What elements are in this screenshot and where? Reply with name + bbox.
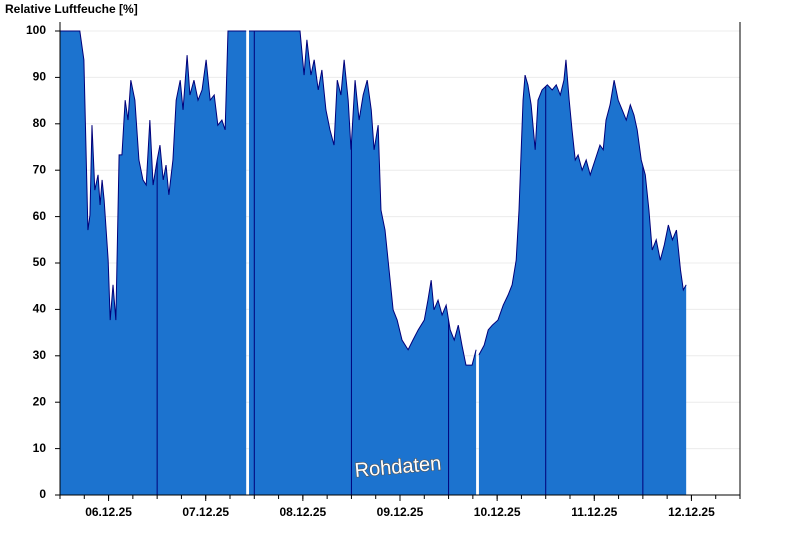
y-tick-label: 70 xyxy=(33,162,47,176)
y-tick-label: 30 xyxy=(33,348,47,362)
y-tick-label: 10 xyxy=(33,441,47,455)
x-tick-label: 08.12.25 xyxy=(279,505,326,519)
y-tick-label: 60 xyxy=(33,209,47,223)
y-tick-label: 20 xyxy=(33,394,47,408)
x-tick-label: 12.12.25 xyxy=(668,505,715,519)
y-tick-label: 90 xyxy=(33,70,47,84)
y-tick-label: 50 xyxy=(33,255,47,269)
x-tick-label: 06.12.25 xyxy=(85,505,132,519)
y-tick-label: 100 xyxy=(26,23,46,37)
chart-title: Relative Luftfeuche [%] xyxy=(5,2,138,16)
x-tick-label: 10.12.25 xyxy=(474,505,521,519)
x-tick-label: 11.12.25 xyxy=(571,505,617,519)
y-tick-label: 80 xyxy=(33,116,47,130)
y-tick-label: 0 xyxy=(39,487,46,501)
x-tick-label: 09.12.25 xyxy=(377,505,424,519)
y-tick-label: 40 xyxy=(33,302,47,316)
line xyxy=(60,30,687,366)
x-tick-label: 07.12.25 xyxy=(182,505,229,519)
area xyxy=(60,31,687,495)
